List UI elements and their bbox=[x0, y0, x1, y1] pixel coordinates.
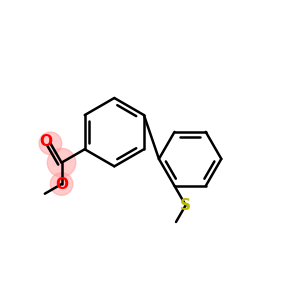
Text: O: O bbox=[55, 176, 68, 191]
Text: S: S bbox=[180, 198, 191, 213]
Text: O: O bbox=[40, 134, 52, 149]
Circle shape bbox=[50, 173, 73, 195]
Circle shape bbox=[47, 148, 76, 177]
Circle shape bbox=[39, 132, 62, 154]
